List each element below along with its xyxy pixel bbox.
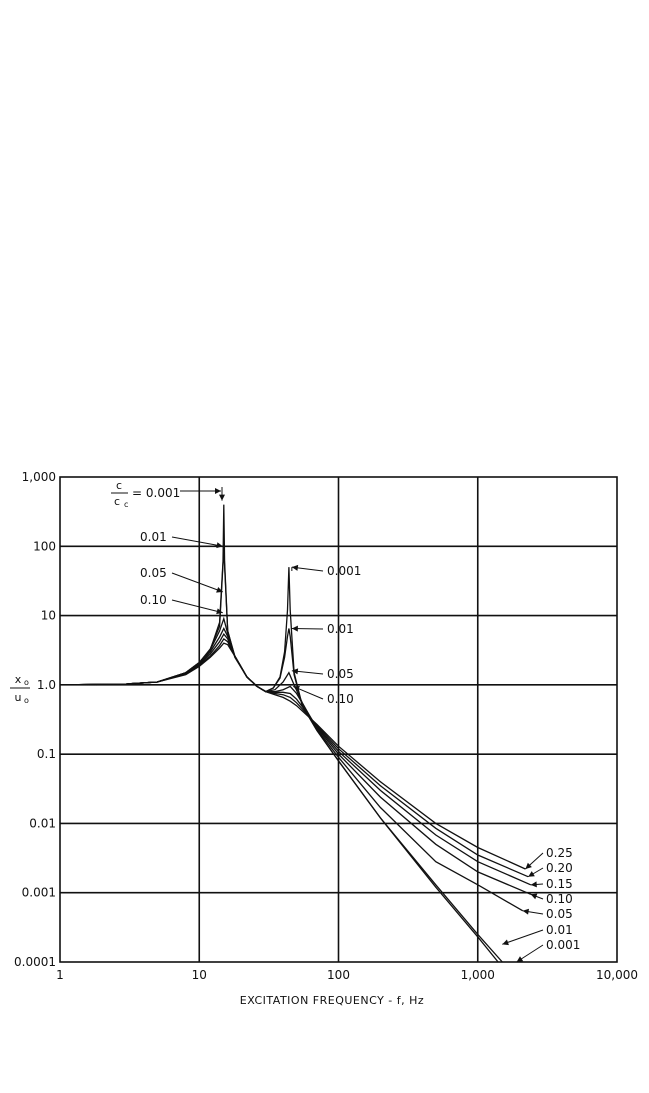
damping-annotation: 0.15 [546,877,573,891]
y-axis-label-numerator: x [15,673,22,686]
x-tick-label: 100 [327,968,350,982]
y-tick-label: 0.001 [22,886,56,900]
y-axis-label: x o u o [10,673,30,705]
annotation-arrowhead [216,608,223,615]
annotation-arrowhead [293,685,300,692]
y-tick-label: 0.0001 [14,955,56,969]
x-tick-label: 10 [192,968,207,982]
damping-label-value: = 0.001 [132,486,180,500]
series-line-0.05 [59,616,523,912]
damping-label-denominator: c [114,495,120,508]
annotations: 0.010.050.100.0010.010.050.100.250.200.1… [140,487,580,963]
damping-annotation: 0.25 [546,846,573,860]
series-line-0.01 [59,549,503,963]
annotation-arrowhead [502,939,509,946]
damping-annotation: 0.10 [546,892,573,906]
grid-lines [60,477,617,962]
annotation-arrowhead [528,871,535,877]
damping-annotation: 0.001 [327,564,361,578]
damping-ratio-label: c c c = 0.001 [111,479,221,509]
damping-label-arrowhead [215,488,221,494]
damping-annotation: 0.01 [140,530,167,544]
annotation-arrowhead [219,494,225,501]
damping-label-denominator-sub: c [124,500,128,509]
damping-annotation: 0.01 [546,923,573,937]
damping-annotation: 0.01 [327,622,354,636]
y-tick-label: 100 [33,539,56,553]
annotation-arrow [502,929,544,945]
damping-label-numerator: c [116,479,122,492]
y-tick-label: 0.1 [37,747,56,761]
damping-annotation: 0.10 [327,692,354,706]
annotation-arrowhead [525,862,532,869]
plot-frame [59,476,618,963]
damping-annotation: 0.20 [546,861,573,875]
series-curves [59,504,531,963]
y-tick-label: 1.0 [37,678,56,692]
x-axis-label: EXCITATION FREQUENCY - f, Hz [240,994,424,1007]
x-tick-label: 1 [56,968,64,982]
damping-annotation: 0.001 [546,938,580,952]
y-axis-label-denominator: u [15,691,22,704]
y-tick-label: 0.01 [29,816,56,830]
annotation-arrowhead [291,668,299,675]
x-tick-label: 1,000 [461,968,495,982]
damping-annotation: 0.05 [546,907,573,921]
annotation-arrowhead [530,893,538,900]
annotation-arrowhead [291,564,299,571]
series-line-0.25 [59,642,526,870]
annotation-arrowhead [516,956,524,962]
annotation-arrow [171,536,223,547]
y-tick-label: 10 [41,609,56,623]
y-axis-label-numerator-sub: o [24,678,29,687]
annotation-arrow [171,572,223,593]
annotation-arrowhead [216,586,223,593]
x-tick-label: 10,000 [596,968,638,982]
annotation-arrowhead [530,881,537,888]
y-axis-label-denominator-sub: o [24,696,29,705]
annotation-arrow [171,599,223,614]
series-line-0.10 [59,627,531,895]
damping-annotation: 0.05 [327,667,354,681]
damping-annotation: 0.10 [140,593,167,607]
tick-labels: 1 10 100 1,000 10,0001,000100101.00.10.010.0… [14,470,638,982]
annotation-arrowhead [291,625,298,632]
annotation-arrowhead [522,908,530,915]
annotation-arrowhead [216,542,223,549]
y-tick-label: 1,000 [22,470,56,484]
damping-annotation: 0.05 [140,566,167,580]
